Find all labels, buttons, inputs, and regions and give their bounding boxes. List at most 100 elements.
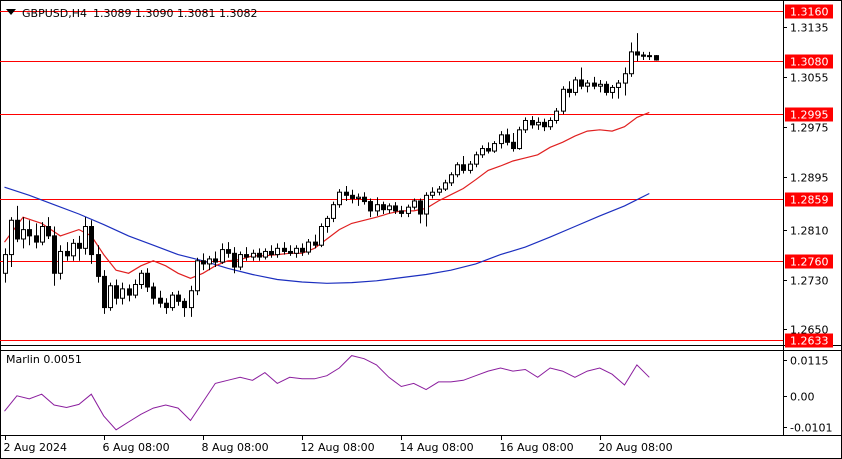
osc-tick-label: -0.0101 [790, 422, 832, 435]
candle-body-bear [257, 252, 262, 258]
candle [542, 118, 547, 132]
candle-body-bear [213, 258, 218, 263]
candle-body-bull [9, 219, 14, 256]
candle-body-bull [548, 119, 553, 128]
candle [120, 282, 125, 305]
candle [604, 81, 609, 96]
candle-body-bear [604, 83, 609, 93]
level-label-bg [785, 254, 833, 269]
candle-body-bear [15, 219, 20, 240]
horizontal-levels: 1.3160 1.3080 1.2995 1.2859 1.2760 1.2633 [0, 4, 833, 348]
candle [96, 245, 101, 283]
candle-body-bull [133, 284, 138, 296]
candle [536, 117, 541, 130]
candle-body-bull [306, 241, 311, 253]
candle [232, 247, 237, 274]
candle-body-bull [517, 129, 522, 150]
candle-body-bull [331, 204, 336, 219]
candle [350, 189, 355, 204]
candle-body-bull [58, 250, 63, 274]
candle-body-bull [468, 163, 473, 171]
candle [511, 132, 516, 152]
candle-body-bear [393, 205, 398, 212]
candle [647, 51, 652, 60]
level-label-bg [785, 107, 833, 122]
time-ticks: 2 Aug 2024 6 Aug 08:00 8 Aug 08:00 12 Aug 0… [4, 435, 673, 454]
candle [585, 79, 590, 93]
candle [325, 215, 330, 233]
candle [40, 222, 45, 246]
candle-body-bull [412, 200, 417, 208]
candle-body-bear [530, 119, 535, 126]
candle [71, 238, 76, 261]
candle-body-bear [381, 204, 386, 211]
candle [83, 217, 88, 255]
price-tick-label: 1.2895 [790, 172, 829, 185]
candle [189, 285, 194, 317]
candle-body-bull [647, 55, 652, 58]
candle-body-bear [164, 302, 169, 309]
candle [381, 201, 386, 215]
symbol-label: GBPUSD,H4 [22, 7, 87, 20]
candle [393, 202, 398, 215]
candle-body-bull [21, 229, 26, 240]
candle [468, 161, 473, 174]
candle-body-bear [176, 294, 181, 302]
candle-body-bear [486, 148, 491, 152]
candle [251, 249, 256, 261]
candle [164, 298, 169, 314]
candle [102, 270, 107, 314]
candle-body-bull [474, 154, 479, 165]
candle [27, 220, 32, 246]
price-tick-label: 1.3135 [790, 22, 829, 35]
candle-body-bear [89, 226, 94, 256]
candle [220, 243, 225, 264]
candle [306, 238, 311, 255]
candle [579, 67, 584, 90]
candle [486, 142, 491, 154]
osc-tick-label: 0.00 [790, 391, 815, 404]
candle-body-bull [319, 226, 324, 246]
level-label-bg [785, 333, 833, 348]
candle-body-bull [629, 51, 634, 75]
candle [375, 197, 380, 216]
candle-body-bull [523, 119, 528, 131]
candle-body-bear [300, 247, 305, 253]
candle [449, 172, 454, 186]
candle-body-bull [189, 290, 194, 309]
candle-body-bull [623, 73, 628, 84]
candle [368, 198, 373, 218]
price-ticks: 1.3135 1.3055 1.2975 1.2895 1.2810 1.2730 1.26… [783, 22, 832, 435]
ohlc-readout: 1.3089 1.3090 1.3081 1.3082 [93, 7, 257, 20]
candle-body-bull [443, 182, 448, 190]
candle [108, 282, 113, 311]
candle-body-bull [573, 79, 578, 93]
candle-body-bull [437, 188, 442, 193]
candle-body-bear [244, 254, 249, 258]
candle [344, 185, 349, 201]
candle-body-bear [288, 250, 293, 254]
candle [573, 76, 578, 96]
candle-body-bear [114, 285, 119, 299]
candle [399, 205, 404, 218]
candle-body-bear [27, 229, 32, 237]
candle [523, 117, 528, 133]
candle-body-bear [182, 300, 187, 309]
candle [34, 223, 39, 249]
candle [176, 290, 181, 306]
candle-body-bull [207, 258, 212, 265]
candle [257, 248, 262, 261]
candle-body-bull [375, 204, 380, 212]
candle-body-bull [337, 191, 342, 206]
time-tick-label: 6 Aug 08:00 [103, 441, 170, 454]
dropdown-triangle-icon[interactable] [6, 9, 16, 15]
candle-body-bear [232, 252, 237, 268]
candle-body-bull [40, 226, 45, 243]
time-tick-label: 2 Aug 2024 [4, 441, 67, 454]
candle [9, 217, 14, 268]
level-label: 1.3080 [790, 56, 829, 69]
ma-slow-line [4, 186, 650, 284]
candle [492, 141, 497, 153]
